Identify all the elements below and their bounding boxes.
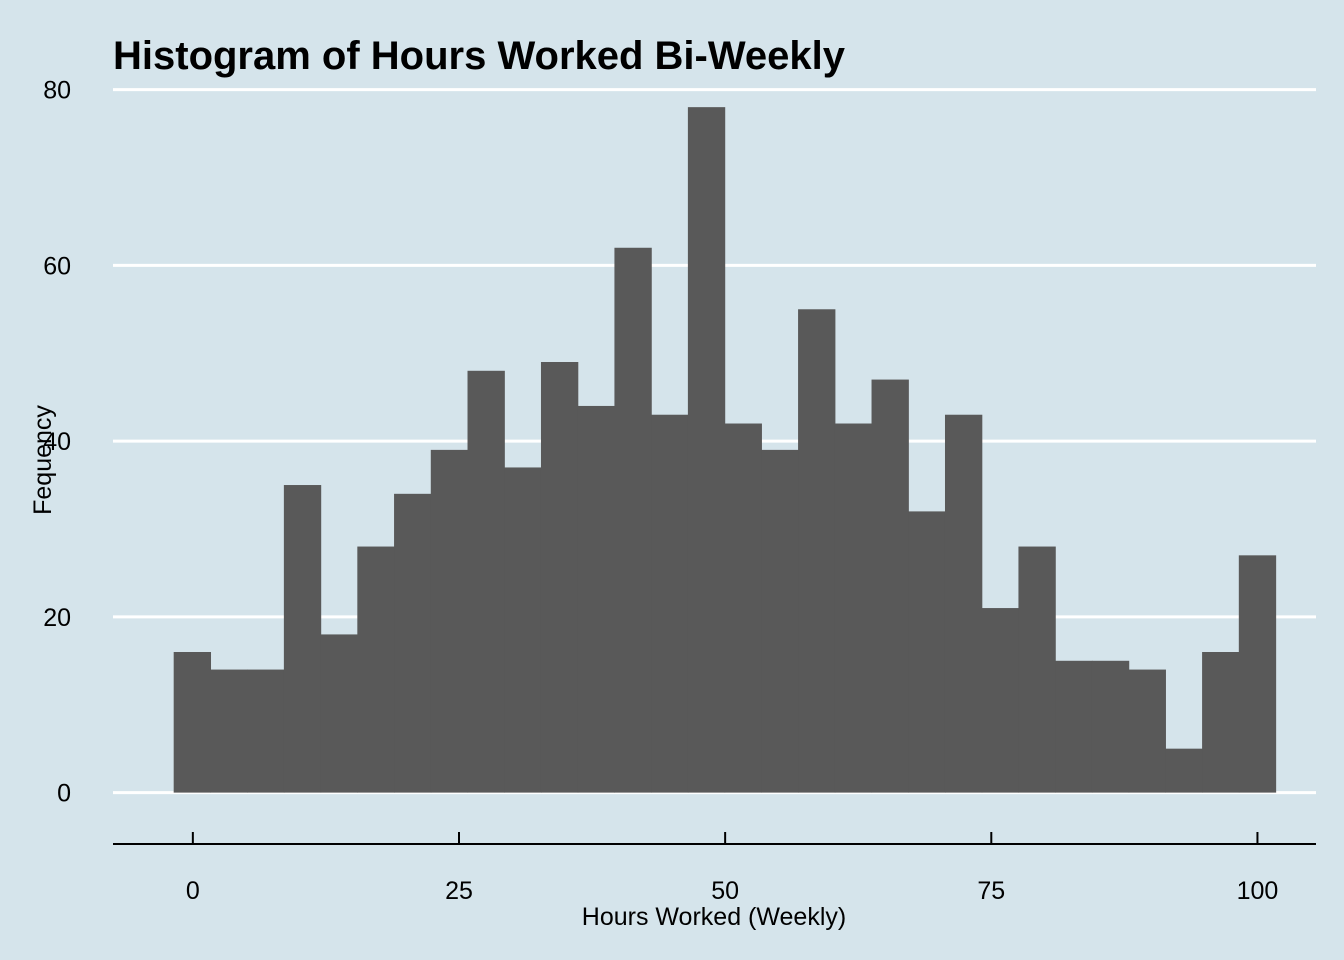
histogram-bar-16 (724, 423, 762, 793)
histogram-bar-21 (908, 511, 946, 793)
histogram-bar-3 (247, 669, 285, 793)
histogram-bar-24 (1018, 546, 1056, 793)
histogram-bar-18 (798, 309, 836, 793)
x-tick-label-100: 100 (1237, 877, 1279, 905)
x-tick-label-75: 75 (977, 877, 1005, 905)
y-tick-label-80: 80 (43, 77, 71, 105)
histogram-bar-11 (540, 362, 579, 793)
histogram-bar-14 (651, 414, 689, 793)
histogram-bar-25 (1055, 660, 1093, 793)
histogram-bar-30 (1238, 555, 1277, 793)
histogram-bar-2 (210, 669, 248, 793)
x-tick-label-0: 0 (186, 877, 200, 905)
y-tick-label-20: 20 (43, 604, 71, 632)
y-axis-tick-labels: 0 20 40 60 80 (43, 77, 71, 808)
y-tick-label-40: 40 (43, 428, 71, 456)
histogram-bar-29 (1202, 652, 1240, 793)
histogram-bar-12 (577, 405, 616, 793)
chart-title: Histogram of Hours Worked Bi-Weekly (113, 34, 846, 78)
histogram-bar-22 (944, 414, 983, 793)
histogram-bar-5 (320, 634, 358, 793)
histogram-bar-7 (394, 493, 432, 793)
histogram-bar-13 (614, 247, 652, 793)
x-axis-tick-labels: 0 25 50 75 100 (186, 877, 1278, 905)
y-tick-label-0: 0 (57, 780, 71, 808)
histogram-bar-4 (283, 485, 322, 793)
histogram-bar-8 (430, 449, 469, 793)
x-tick-label-25: 25 (445, 877, 473, 905)
histogram-bar-15 (687, 107, 726, 793)
histogram-bar-1 (173, 652, 212, 793)
histogram-bar-17 (761, 449, 799, 793)
y-tick-label-60: 60 (43, 252, 71, 280)
histogram-bar-26 (1091, 660, 1130, 793)
y-axis-label: Fequency (29, 405, 57, 515)
histogram-bars (173, 107, 1277, 793)
histogram-bar-19 (834, 423, 873, 793)
histogram-bar-27 (1128, 669, 1166, 793)
histogram-bar-28 (1165, 748, 1203, 793)
x-axis-label: Hours Worked (Weekly) (582, 903, 846, 931)
histogram-bar-10 (504, 467, 542, 793)
x-axis (113, 832, 1316, 845)
x-tick-label-50: 50 (711, 877, 739, 905)
histogram-bar-6 (357, 546, 395, 793)
histogram-bar-9 (467, 370, 505, 793)
histogram-bar-20 (871, 379, 909, 793)
histogram-bar-23 (981, 608, 1020, 793)
